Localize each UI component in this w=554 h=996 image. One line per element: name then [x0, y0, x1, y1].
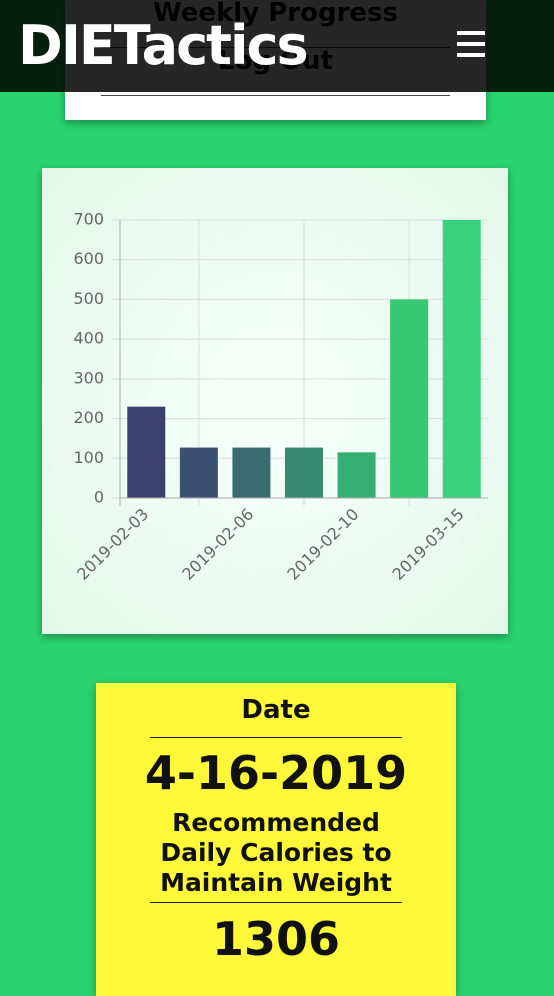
divider [150, 902, 402, 903]
app-title[interactable]: DIETactics [18, 14, 309, 77]
x-tick-label: 2019-02-06 [178, 505, 257, 584]
bar [232, 447, 271, 498]
bar [337, 452, 376, 498]
y-tick-label: 400 [73, 329, 104, 348]
calories-label: Recommended Daily Calories to Maintain W… [160, 808, 392, 897]
bar [442, 220, 481, 498]
y-tick-label: 700 [73, 210, 104, 229]
date: 4-16-2019 [144, 746, 408, 800]
header: DIETactics [0, 0, 554, 92]
x-tick-label: 2019-03-15 [389, 505, 468, 584]
y-tick-label: 300 [73, 368, 104, 387]
bar [285, 447, 323, 498]
chart-card: 0 100 200 300 400 500 600 700 2019-02-03 2019-02-… [42, 168, 508, 634]
x-tick-label: 2019-02-10 [283, 505, 362, 584]
y-tick-label: 500 [73, 289, 104, 308]
y-tick-label: 200 [73, 408, 104, 427]
date-label: Date [241, 695, 311, 725]
bar [179, 447, 218, 498]
menu-icon[interactable] [457, 31, 485, 57]
x-tick-label: 2019-02-03 [73, 505, 152, 584]
chart: 0 100 200 300 400 500 600 700 2019-02-03 2019-02-… [73, 210, 488, 584]
bar [390, 299, 429, 498]
y-tick-label: 0 [94, 488, 104, 507]
bar [127, 406, 166, 498]
y-tick-label: 100 [73, 448, 104, 467]
divider [150, 737, 402, 738]
calories: 1306 [211, 912, 341, 966]
info-card: Date 4-16-2019 Recommended Daily Calorie… [96, 683, 456, 996]
y-tick-label: 600 [73, 249, 104, 268]
